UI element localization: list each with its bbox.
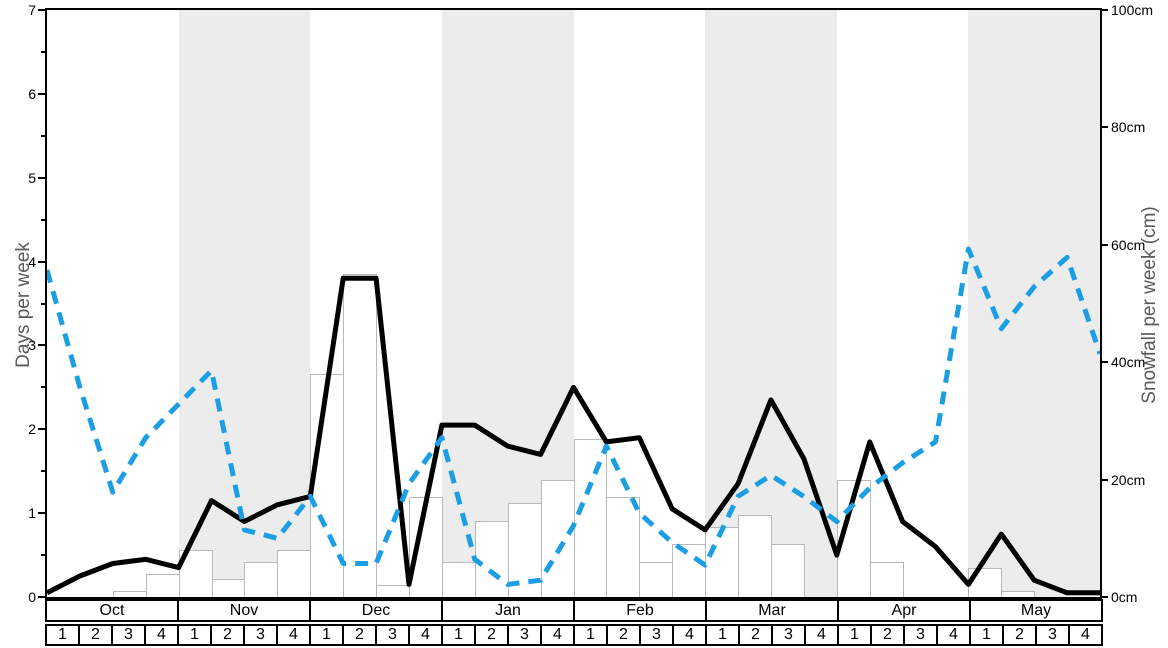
left-axis-tick-label: 0 <box>28 589 36 605</box>
week-cell: 3 <box>243 624 278 646</box>
month-cell: Nov <box>177 599 311 622</box>
week-cell: 3 <box>111 624 146 646</box>
snowfall-bar <box>705 526 740 597</box>
right-axis-tick-label: 100cm <box>1111 2 1154 18</box>
right-axis-tick <box>1102 9 1108 11</box>
snowfall-bar <box>672 544 707 597</box>
left-axis-tick-label: 2 <box>28 421 36 438</box>
week-cell: 4 <box>672 624 707 646</box>
snowfall-bar <box>606 497 641 597</box>
days-per-week-dashed-line <box>47 246 1100 587</box>
line-series-canvas <box>47 246 1100 596</box>
right-axis-tick-label: 80cm <box>1111 119 1146 136</box>
left-axis-minor-tick <box>41 134 45 137</box>
week-cell: 4 <box>804 624 839 646</box>
right-axis-tick <box>1102 243 1108 246</box>
week-cell: 1 <box>837 624 872 646</box>
right-axis-tick-label: 40cm <box>1111 354 1146 371</box>
week-cell: 4 <box>936 624 971 646</box>
left-axis-minor-tick <box>41 50 45 53</box>
left-axis-tick-label: 7 <box>28 2 36 18</box>
left-axis-minor-tick <box>41 470 45 473</box>
month-cell: Dec <box>309 599 443 622</box>
left-axis-tick <box>38 260 45 263</box>
right-axis-tick <box>1102 126 1108 129</box>
snowfall-bar <box>573 438 608 597</box>
month-cell: Oct <box>45 599 179 622</box>
snowfall-bar <box>310 373 345 597</box>
plot-area <box>45 8 1102 599</box>
week-cell: 1 <box>969 624 1004 646</box>
snowfall-bar <box>639 561 674 597</box>
right-axis-tick-label: 0cm <box>1111 589 1138 605</box>
left-axis-tick <box>38 92 45 95</box>
month-cell: Feb <box>573 599 707 622</box>
week-cell: 3 <box>771 624 806 646</box>
left-axis-minor-tick <box>41 554 45 557</box>
left-axis-tick <box>38 176 45 179</box>
week-cell: 3 <box>1035 624 1070 646</box>
week-cell: 2 <box>210 624 245 646</box>
week-cell: 4 <box>276 624 311 646</box>
week-cell: 3 <box>639 624 674 646</box>
left-axis-tick-label: 3 <box>28 337 36 354</box>
week-cell: 1 <box>177 624 212 646</box>
week-cell: 2 <box>342 624 377 646</box>
right-axis-tick <box>1102 596 1108 598</box>
week-cell: 3 <box>903 624 938 646</box>
left-axis-tick <box>38 512 45 515</box>
week-cell: 4 <box>540 624 575 646</box>
snowfall-bar <box>1001 591 1036 597</box>
week-cell: 1 <box>705 624 740 646</box>
left-axis-tick <box>38 428 45 431</box>
left-axis-tick-label: 1 <box>28 505 36 522</box>
left-axis-minor-tick <box>41 302 45 305</box>
week-cell: 4 <box>1068 624 1103 646</box>
week-cell: 3 <box>507 624 542 646</box>
week-cell: 1 <box>441 624 476 646</box>
week-cell: 2 <box>1002 624 1037 646</box>
snowfall-bar <box>343 274 378 597</box>
week-cell: 1 <box>45 624 80 646</box>
right-axis-tick <box>1102 478 1108 481</box>
left-axis-minor-tick <box>41 386 45 389</box>
snowfall-bar <box>869 561 904 597</box>
left-axis-tick <box>38 344 45 347</box>
week-cell: 2 <box>474 624 509 646</box>
right-axis-tick-label: 60cm <box>1111 236 1146 253</box>
right-axis-tick <box>1102 361 1108 364</box>
left-axis-tick <box>38 9 45 11</box>
left-axis-tick <box>38 596 45 598</box>
left-axis-tick-label: 5 <box>28 169 36 186</box>
week-cell: 2 <box>78 624 113 646</box>
days-per-week-solid-line <box>47 275 1100 596</box>
week-cell: 2 <box>606 624 641 646</box>
month-cell: Jan <box>441 599 575 622</box>
week-cell: 1 <box>309 624 344 646</box>
month-shade-band <box>968 10 1100 597</box>
left-axis-tick-label: 4 <box>28 253 36 270</box>
left-axis-minor-tick <box>41 218 45 221</box>
week-cell: 2 <box>738 624 773 646</box>
month-row: Oct Nov Dec Jan Feb Mar Apr May <box>45 599 1103 622</box>
month-cell: Mar <box>705 599 839 622</box>
right-axis-tick-label: 20cm <box>1111 471 1146 488</box>
left-axis-tick-label: 6 <box>28 85 36 102</box>
month-cell: Apr <box>837 599 971 622</box>
week-cell: 2 <box>870 624 905 646</box>
snowfall-bar <box>540 479 575 597</box>
week-cell: 4 <box>408 624 443 646</box>
week-cell: 3 <box>375 624 410 646</box>
week-cell: 4 <box>144 624 179 646</box>
month-shade-band <box>178 10 311 597</box>
week-cell: 1 <box>573 624 608 646</box>
snowfall-bar <box>770 544 805 597</box>
month-cell: May <box>969 599 1103 622</box>
